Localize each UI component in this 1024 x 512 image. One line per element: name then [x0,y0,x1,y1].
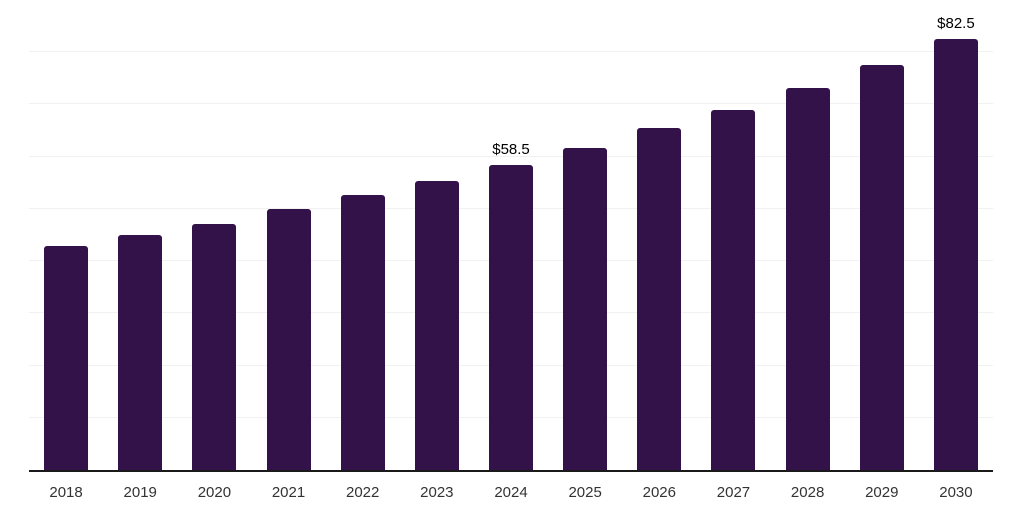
data-label-2030: $82.5 [937,15,975,33]
plot-area: $58.5 $82.5 [29,0,993,472]
bar-2022[interactable] [340,195,385,470]
gridline-70 [29,103,993,105]
gridline-80 [29,51,993,53]
bar-2028[interactable] [785,87,830,470]
x-tick-2028: 2028 [790,484,825,501]
bar-2018[interactable] [44,245,89,470]
x-tick-2027: 2027 [716,484,751,501]
bar-2025[interactable] [563,147,608,470]
x-tick-2029: 2029 [865,484,899,501]
x-tick-2026: 2026 [642,484,676,501]
x-tick-2019: 2019 [123,484,157,501]
bar-2019[interactable] [118,235,163,470]
x-tick-2024: 2024 [494,484,528,501]
bar-2023[interactable] [414,180,459,470]
bar-2030[interactable] [933,39,978,470]
x-tick-2020: 2020 [197,484,232,501]
gridline-60 [29,155,993,157]
bar-2027[interactable] [711,109,756,470]
x-tick-2030: 2030 [939,484,973,501]
bar-2020[interactable] [192,223,237,470]
bar-2026[interactable] [637,128,682,470]
x-tick-2018: 2018 [49,484,83,501]
x-axis: 2018 2019 2020 2021 2022 2023 2024 2025 2026 2027… [29,482,993,504]
bar-2029[interactable] [859,64,904,470]
x-tick-2021: 2021 [271,484,306,501]
x-tick-2025: 2025 [568,484,602,501]
data-label-2024: $58.5 [492,140,530,158]
bar-2024[interactable] [489,164,533,470]
x-tick-2022: 2022 [346,484,380,501]
bar-2021[interactable] [266,209,311,470]
x-tick-2023: 2023 [420,484,454,501]
